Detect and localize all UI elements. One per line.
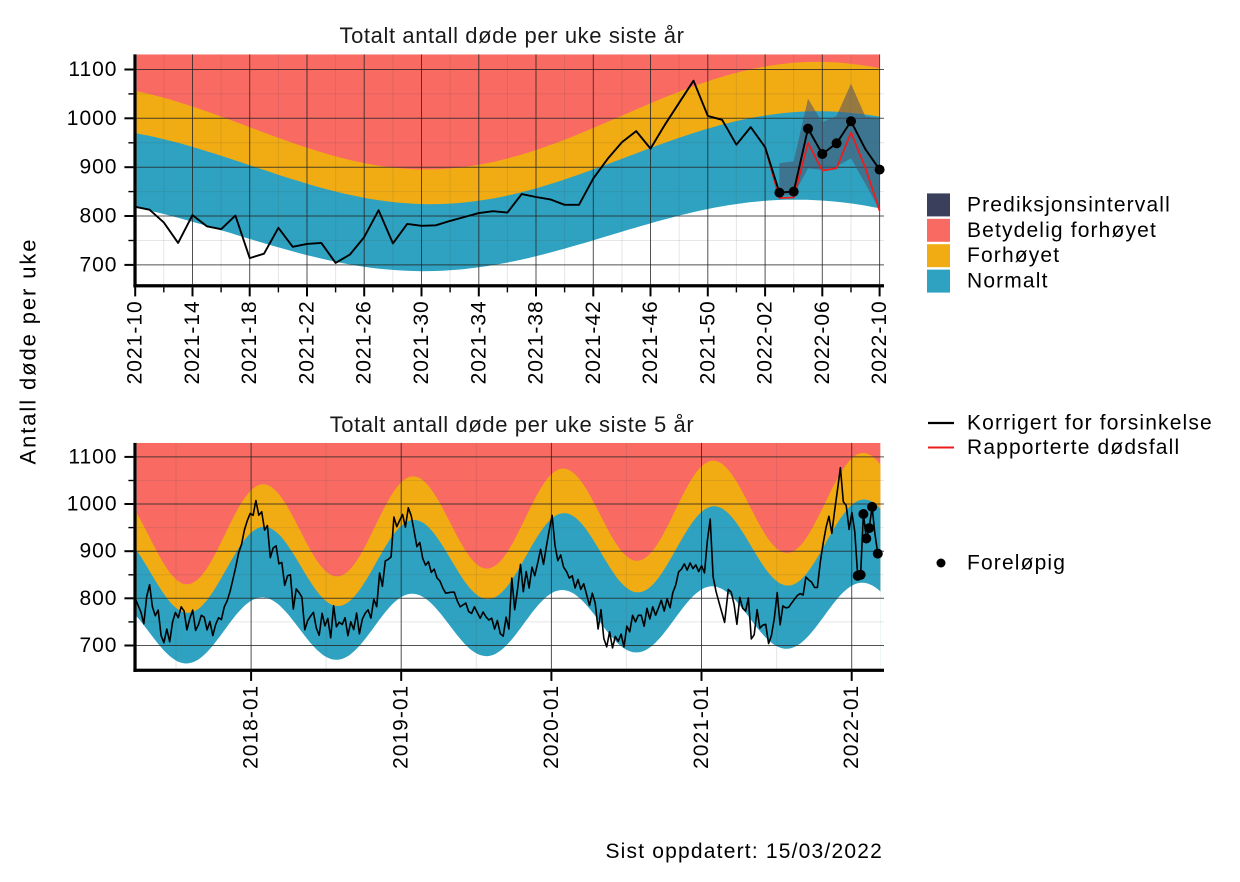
svg-text:800: 800 [79, 587, 117, 610]
svg-text:2021-18: 2021-18 [238, 300, 261, 384]
svg-text:2018-01: 2018-01 [240, 685, 263, 769]
svg-text:2021-42: 2021-42 [582, 300, 605, 384]
svg-text:1100: 1100 [68, 445, 117, 468]
svg-text:700: 700 [79, 253, 117, 276]
svg-text:2021-38: 2021-38 [525, 300, 548, 384]
svg-text:Sist oppdatert: 15/03/2022: Sist oppdatert: 15/03/2022 [605, 840, 883, 863]
svg-text:2022-06: 2022-06 [811, 300, 834, 384]
svg-text:Prediksjonsintervall: Prediksjonsintervall [967, 193, 1171, 216]
svg-text:2021-01: 2021-01 [690, 685, 713, 769]
svg-text:2019-01: 2019-01 [390, 685, 413, 769]
svg-text:2021-26: 2021-26 [353, 300, 376, 384]
svg-text:2022-02: 2022-02 [754, 300, 777, 384]
svg-text:Antall døde per uke: Antall døde per uke [16, 238, 41, 465]
svg-text:2020-01: 2020-01 [540, 685, 563, 769]
svg-text:Rapporterte dødsfall: Rapporterte dødsfall [967, 436, 1180, 459]
svg-text:1100: 1100 [68, 58, 117, 81]
svg-text:2022-01: 2022-01 [840, 685, 863, 769]
svg-text:Totalt antall døde per uke sis: Totalt antall døde per uke siste år [339, 23, 684, 48]
svg-text:900: 900 [79, 540, 117, 563]
svg-text:Totalt antall døde per uke sis: Totalt antall døde per uke siste 5 år [330, 412, 695, 437]
svg-text:2021-14: 2021-14 [181, 300, 204, 384]
svg-text:2021-46: 2021-46 [639, 300, 662, 384]
svg-text:2022-10: 2022-10 [868, 300, 891, 384]
svg-text:2021-22: 2021-22 [296, 300, 319, 384]
svg-text:2021-10: 2021-10 [124, 300, 147, 384]
svg-text:2021-30: 2021-30 [410, 300, 433, 384]
svg-text:Korrigert for forsinkelse: Korrigert for forsinkelse [967, 412, 1213, 435]
svg-text:2021-34: 2021-34 [467, 300, 490, 384]
svg-text:1000: 1000 [67, 107, 118, 130]
svg-text:900: 900 [79, 156, 117, 179]
svg-text:Foreløpig: Foreløpig [967, 552, 1066, 575]
svg-text:2021-50: 2021-50 [696, 300, 719, 384]
svg-text:800: 800 [79, 205, 117, 228]
svg-text:1000: 1000 [67, 493, 118, 516]
svg-text:Betydelig forhøyet: Betydelig forhøyet [967, 219, 1157, 242]
svg-text:Forhøyet: Forhøyet [967, 244, 1060, 267]
svg-text:700: 700 [79, 634, 117, 657]
svg-text:Normalt: Normalt [967, 270, 1049, 293]
